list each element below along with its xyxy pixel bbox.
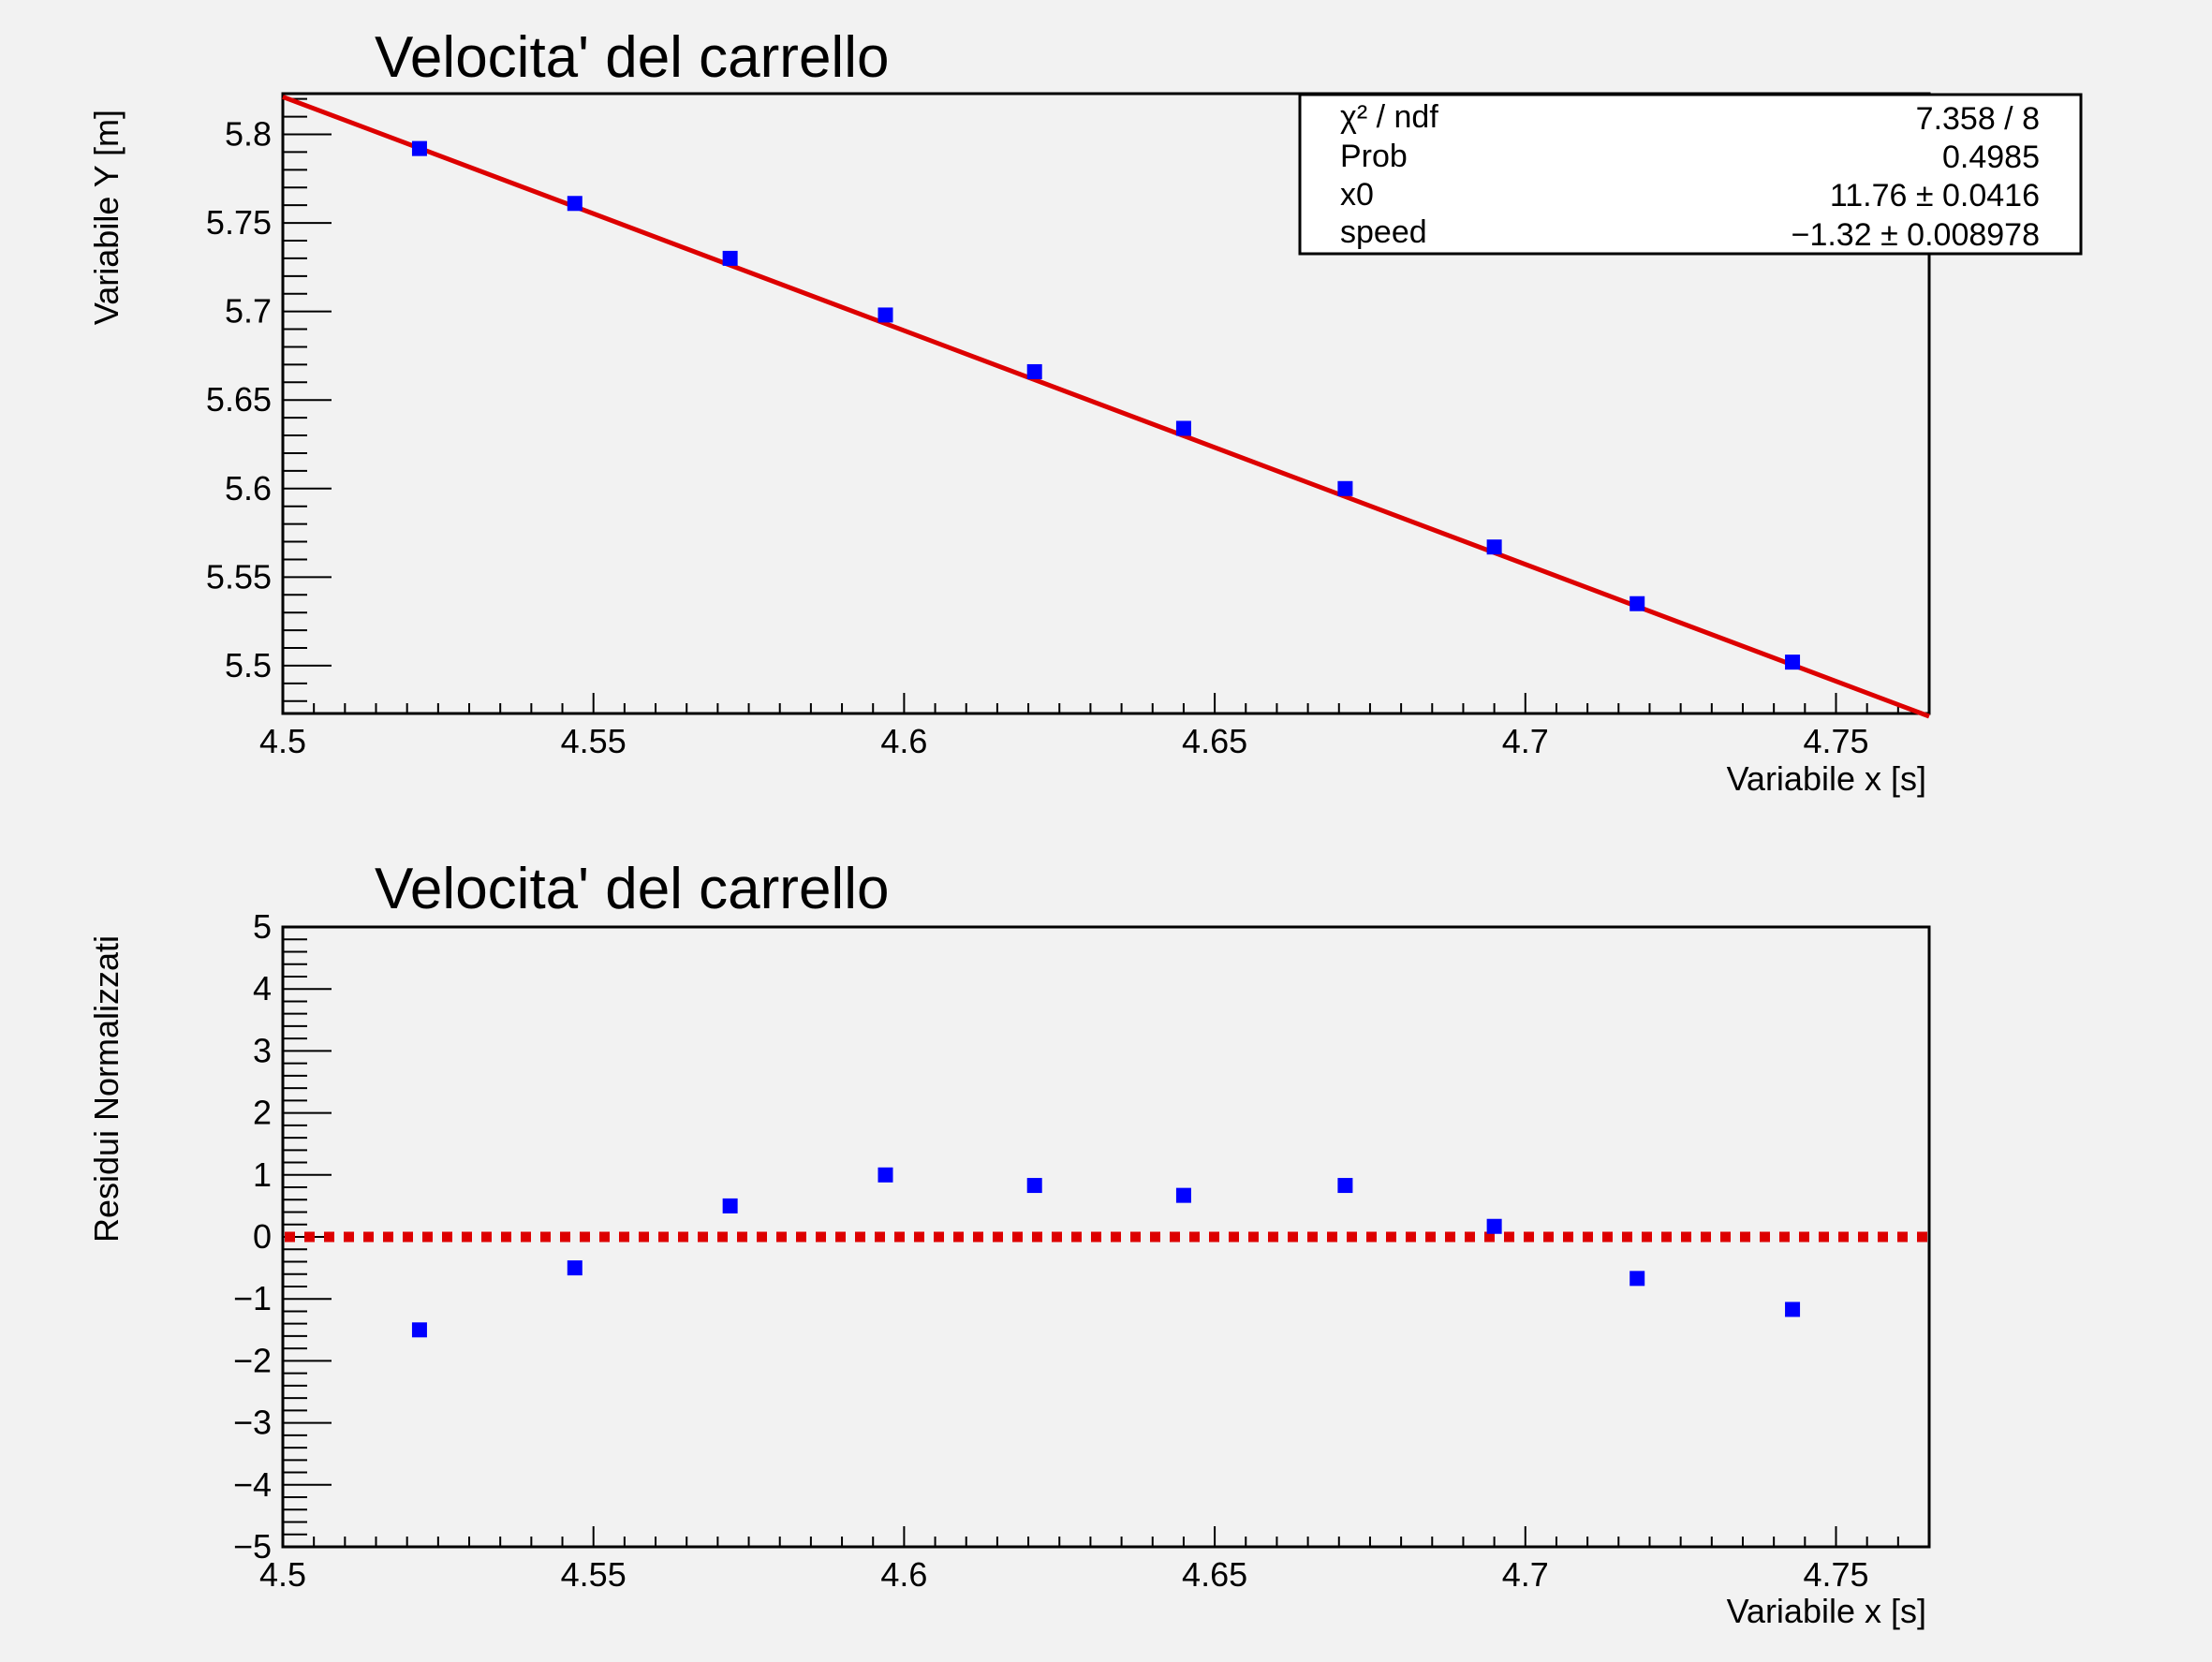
x-tick-label: 4.55: [561, 722, 627, 760]
y-tick-label: −4: [233, 1465, 272, 1504]
data-point: [411, 140, 427, 156]
y-tick-label: 5.7: [225, 292, 272, 331]
x-tick-label: 4.7: [1502, 1555, 1549, 1594]
data-point: [1026, 363, 1042, 379]
y-tick-label: 5.6: [225, 469, 272, 507]
y-tick-label: 5: [253, 907, 272, 946]
data-point: [567, 196, 582, 212]
data-point: [1026, 1178, 1042, 1194]
data-point: [1630, 596, 1645, 611]
data-point: [1337, 480, 1353, 496]
residuals-chart-title: Velocita' del carrello: [375, 857, 889, 921]
stats-box: χ² / ndf 7.358 / 8 Prob 0.4985 x0 11.76 …: [1298, 93, 2083, 256]
data-point: [877, 307, 893, 323]
y-tick-label: −5: [233, 1527, 272, 1566]
x-tick-label: 4.75: [1803, 1555, 1868, 1594]
stats-value-x0: 11.76 ± 0.0416: [1830, 178, 2040, 213]
x-tick-label: 4.55: [561, 1555, 627, 1594]
stats-box-frame: [1298, 93, 2083, 256]
y-tick-label: 4: [253, 969, 272, 1007]
x-tick-label: 4.5: [259, 1555, 306, 1594]
stats-label-prob: Prob: [1340, 139, 1408, 174]
y-tick-label: 3: [253, 1031, 272, 1069]
y-tick-label: 2: [253, 1094, 272, 1132]
x-tick-label: 4.7: [1502, 722, 1549, 760]
stats-value-speed: −1.32 ± 0.008978: [1792, 217, 2040, 253]
fit-plot-frame: [281, 92, 1931, 715]
data-point: [1785, 655, 1801, 670]
data-point: [1630, 1271, 1645, 1287]
data-point: [567, 1260, 582, 1276]
stats-label-chi2: χ² / ndf: [1340, 99, 1438, 135]
y-tick-label: −3: [233, 1404, 272, 1442]
fit-line: [282, 95, 1930, 719]
residuals-x-axis-label: Variabile x [s]: [1727, 1592, 1926, 1630]
y-tick-label: −2: [233, 1341, 272, 1379]
x-tick-label: 4.75: [1803, 722, 1868, 760]
y-tick-label: 5.5: [225, 646, 272, 684]
y-tick-label: 5.65: [206, 380, 272, 419]
residuals-chart: Velocita' del carrello −5−4−3−2−1012345 …: [87, 857, 1931, 1630]
y-tick-label: −1: [233, 1279, 272, 1317]
fit-y-axis-label: Variabile Y [m]: [87, 110, 125, 325]
stats-label-x0: x0: [1340, 177, 1374, 213]
fit-x-axis-label: Variabile x [s]: [1727, 759, 1926, 798]
data-point: [722, 250, 738, 266]
stats-label-speed: speed: [1340, 214, 1427, 250]
data-point: [1175, 1187, 1191, 1203]
data-point: [722, 1198, 738, 1213]
x-tick-label: 4.5: [259, 722, 306, 760]
data-point: [1337, 1178, 1353, 1194]
fit-chart: Velocita' del carrello 5.5 5.55 5.6 5.65 5.7…: [87, 25, 2083, 798]
data-point: [1486, 1218, 1502, 1234]
x-tick-label: 4.65: [1182, 722, 1247, 760]
y-tick-label: 0: [253, 1217, 272, 1256]
stats-value-prob: 0.4985: [1942, 140, 2040, 175]
data-point: [1785, 1302, 1801, 1317]
data-point: [877, 1167, 893, 1183]
x-tick-label: 4.6: [880, 1555, 927, 1594]
y-tick-label: 5.75: [206, 203, 272, 242]
y-tick-label: 5.8: [225, 115, 272, 154]
y-tick-label: 5.55: [206, 557, 272, 596]
fit-chart-title: Velocita' del carrello: [375, 25, 889, 90]
residuals-y-axis-label: Residui Normalizzati: [87, 935, 125, 1243]
x-tick-label: 4.65: [1182, 1555, 1247, 1594]
x-tick-label: 4.6: [880, 722, 927, 760]
data-point: [411, 1322, 427, 1338]
data-point: [1486, 539, 1502, 555]
y-tick-label: 1: [253, 1155, 272, 1194]
stats-value-chi2: 7.358 / 8: [1916, 101, 2040, 137]
data-point: [1175, 420, 1191, 436]
